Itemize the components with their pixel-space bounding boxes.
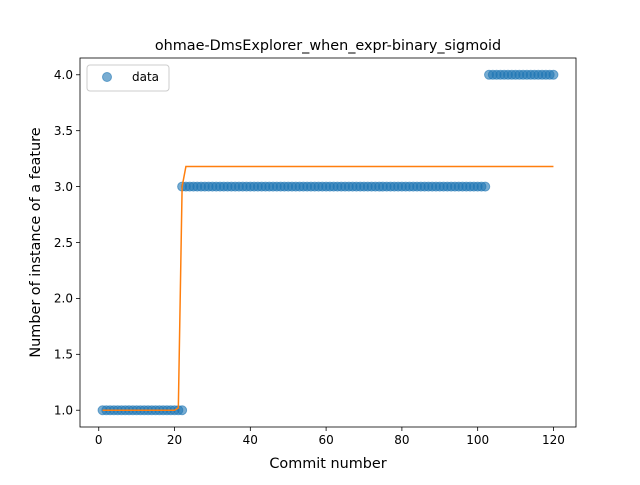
y-tick-label: 1.0 <box>54 404 73 418</box>
y-tick-label: 2.0 <box>54 292 73 306</box>
legend-marker <box>103 73 112 82</box>
y-tick-label: 2.5 <box>54 236 73 250</box>
x-tick-label: 40 <box>243 433 258 447</box>
x-tick-label: 120 <box>542 433 565 447</box>
y-axis-label: Number of instance of a feature <box>28 127 44 357</box>
x-tick-label: 20 <box>167 433 182 447</box>
x-tick-label: 80 <box>394 433 409 447</box>
x-tick-label: 100 <box>466 433 489 447</box>
y-tick-label: 3.0 <box>54 180 73 194</box>
y-tick-label: 1.5 <box>54 348 73 362</box>
y-tick-label: 4.0 <box>54 68 73 82</box>
y-tick-label: 3.5 <box>54 124 73 138</box>
legend-label: data <box>132 70 159 84</box>
data-point <box>481 182 490 191</box>
chart-title: ohmae-DmsExplorer_when_expr-binary_sigmo… <box>155 38 501 54</box>
x-tick-label: 0 <box>95 433 103 447</box>
data-point <box>549 70 558 79</box>
legend: data <box>87 65 169 91</box>
x-axis-label: Commit number <box>269 456 386 472</box>
x-tick-label: 60 <box>318 433 333 447</box>
